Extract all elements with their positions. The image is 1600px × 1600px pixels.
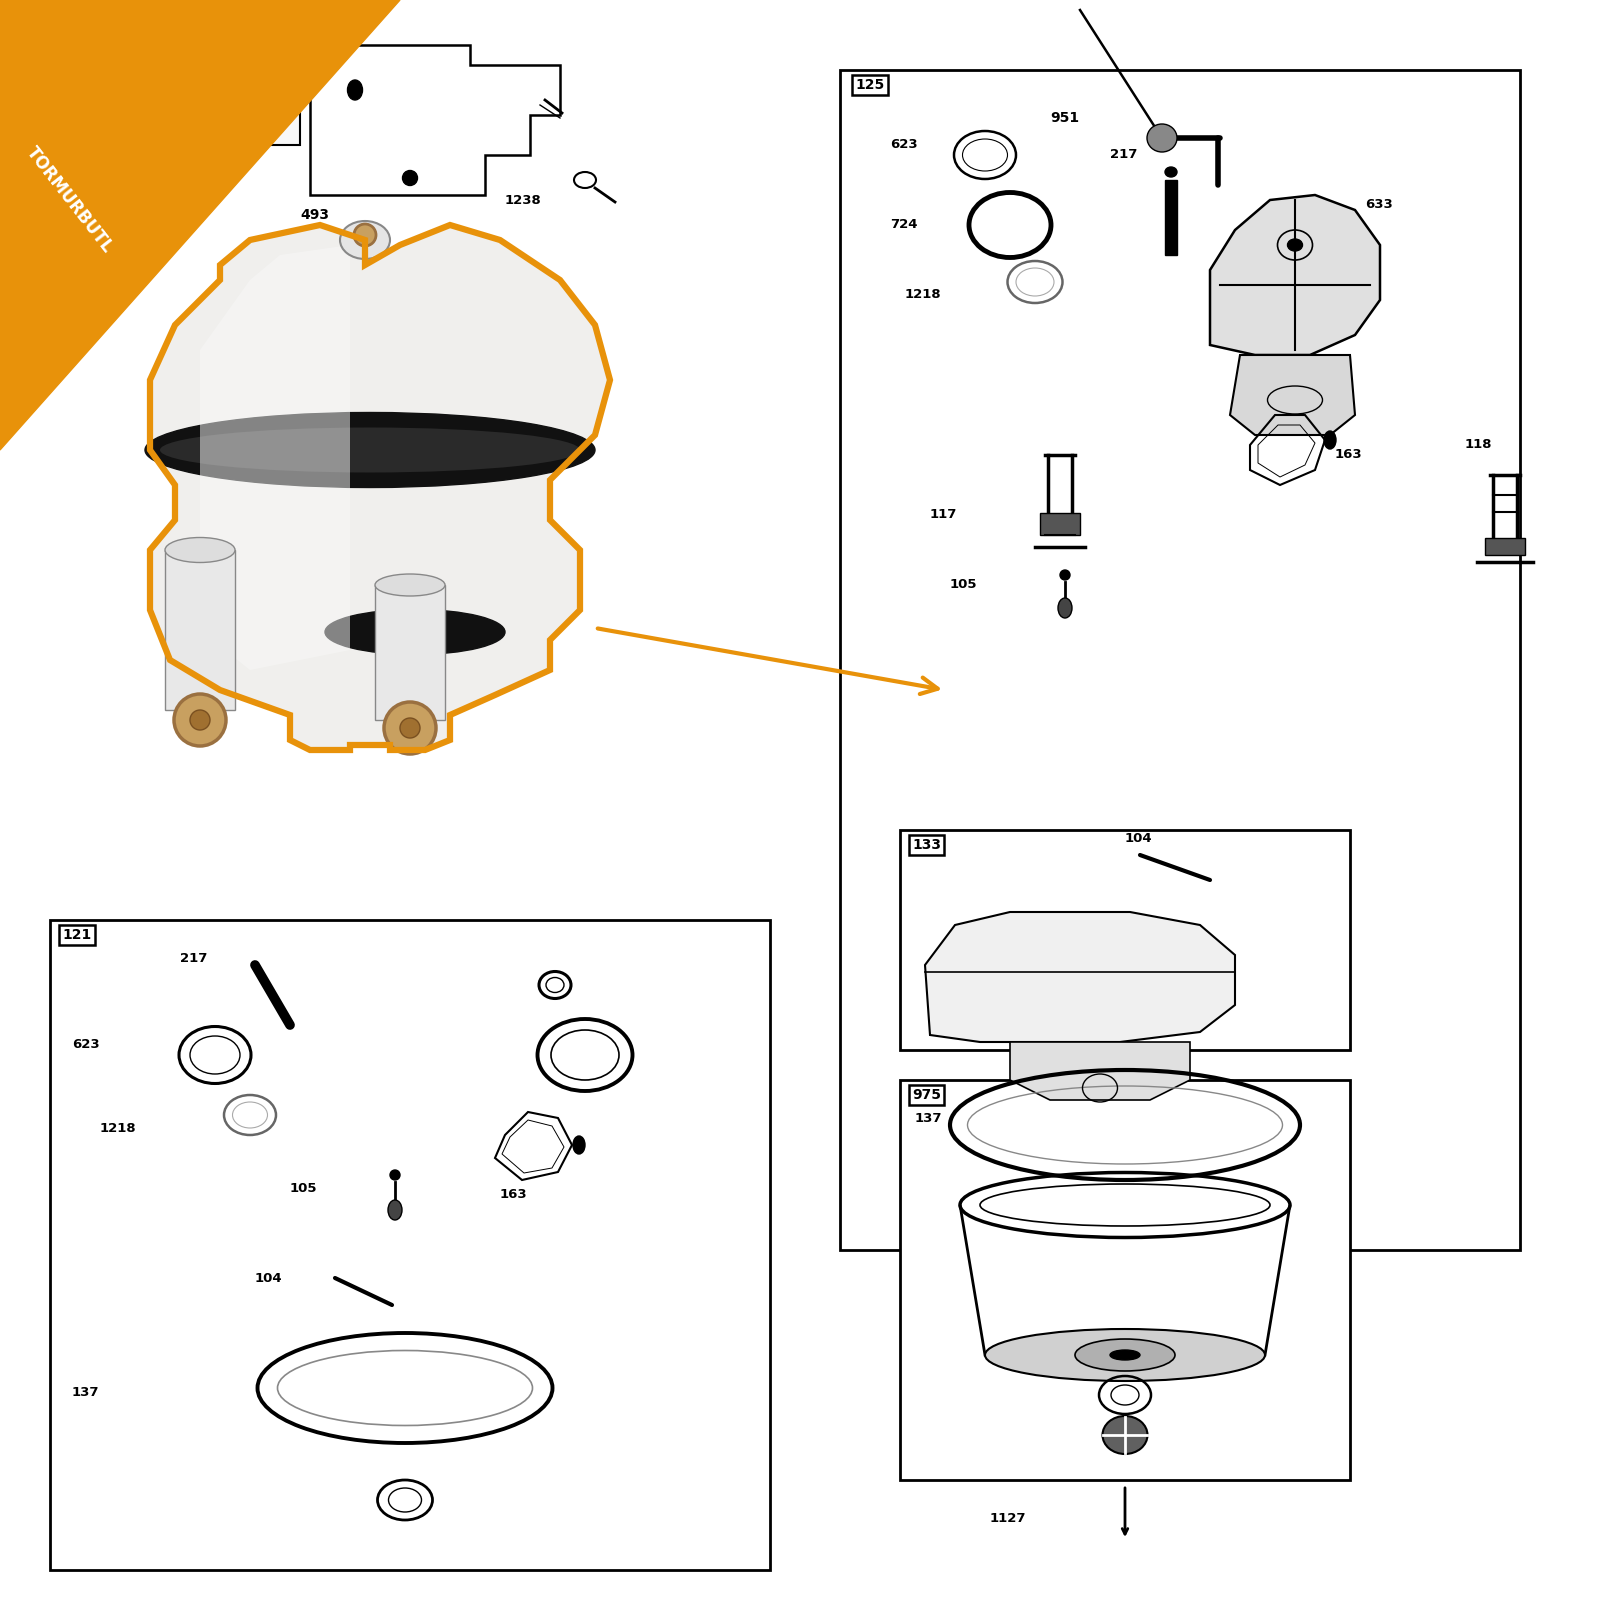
Ellipse shape [1288,238,1302,251]
Text: 623: 623 [890,139,918,152]
Text: 724: 724 [890,219,917,232]
Polygon shape [200,245,350,670]
Ellipse shape [354,224,376,246]
Ellipse shape [190,710,210,730]
Text: 105: 105 [290,1181,317,1195]
Text: 125: 125 [854,78,885,91]
Text: 975: 975 [912,1088,941,1102]
Text: 137: 137 [915,1112,942,1125]
Text: 133: 133 [912,838,941,851]
Ellipse shape [1102,1416,1147,1454]
Ellipse shape [1110,1350,1139,1360]
Text: 1238: 1238 [506,194,542,206]
Text: 951: 951 [1050,110,1078,125]
Bar [50,920,770,1570]
Ellipse shape [1147,125,1178,152]
Text: 1127: 1127 [990,1512,1027,1525]
Ellipse shape [403,171,418,186]
Ellipse shape [986,1330,1266,1381]
Ellipse shape [1165,166,1178,178]
Bar [1485,538,1525,555]
Text: 1218: 1218 [906,288,942,301]
Polygon shape [0,0,400,450]
Text: 217: 217 [179,952,208,965]
Text: 633: 633 [1365,198,1392,211]
Bar [1165,179,1178,254]
Text: 493: 493 [301,208,330,222]
Ellipse shape [384,702,435,754]
Bar [840,70,1520,1250]
Ellipse shape [146,413,595,488]
Polygon shape [1210,195,1379,355]
Text: 105: 105 [950,579,978,592]
Polygon shape [925,912,1235,1042]
Text: 623: 623 [72,1038,99,1051]
Ellipse shape [174,694,226,746]
Text: 121: 121 [62,928,91,942]
Text: 163: 163 [499,1189,528,1202]
Text: 163: 163 [1334,448,1363,461]
Polygon shape [150,226,610,750]
Text: 104: 104 [1125,832,1152,845]
Ellipse shape [347,80,363,99]
Text: 118: 118 [1466,438,1493,451]
Ellipse shape [390,1170,400,1181]
Text: 137: 137 [72,1386,99,1398]
Ellipse shape [374,574,445,595]
Text: 217: 217 [1110,149,1138,162]
Bar [179,45,301,146]
Polygon shape [374,586,445,720]
Text: 117: 117 [930,509,957,522]
Polygon shape [165,550,235,710]
Ellipse shape [1058,598,1072,618]
Bar [899,830,1350,1050]
Ellipse shape [1059,570,1070,579]
Ellipse shape [387,1200,402,1219]
Ellipse shape [573,1136,586,1154]
Ellipse shape [325,610,506,654]
Ellipse shape [160,427,579,472]
Ellipse shape [400,718,419,738]
Ellipse shape [165,538,235,563]
Polygon shape [1230,355,1355,435]
Text: TORMURBUTL: TORMURBUTL [22,144,117,256]
Polygon shape [1010,1042,1190,1101]
Ellipse shape [1075,1339,1174,1371]
Bar [1040,514,1080,534]
Ellipse shape [339,221,390,259]
Bar [899,1080,1350,1480]
Text: 104: 104 [254,1272,283,1285]
Text: 1218: 1218 [99,1122,136,1134]
Ellipse shape [1325,430,1336,450]
